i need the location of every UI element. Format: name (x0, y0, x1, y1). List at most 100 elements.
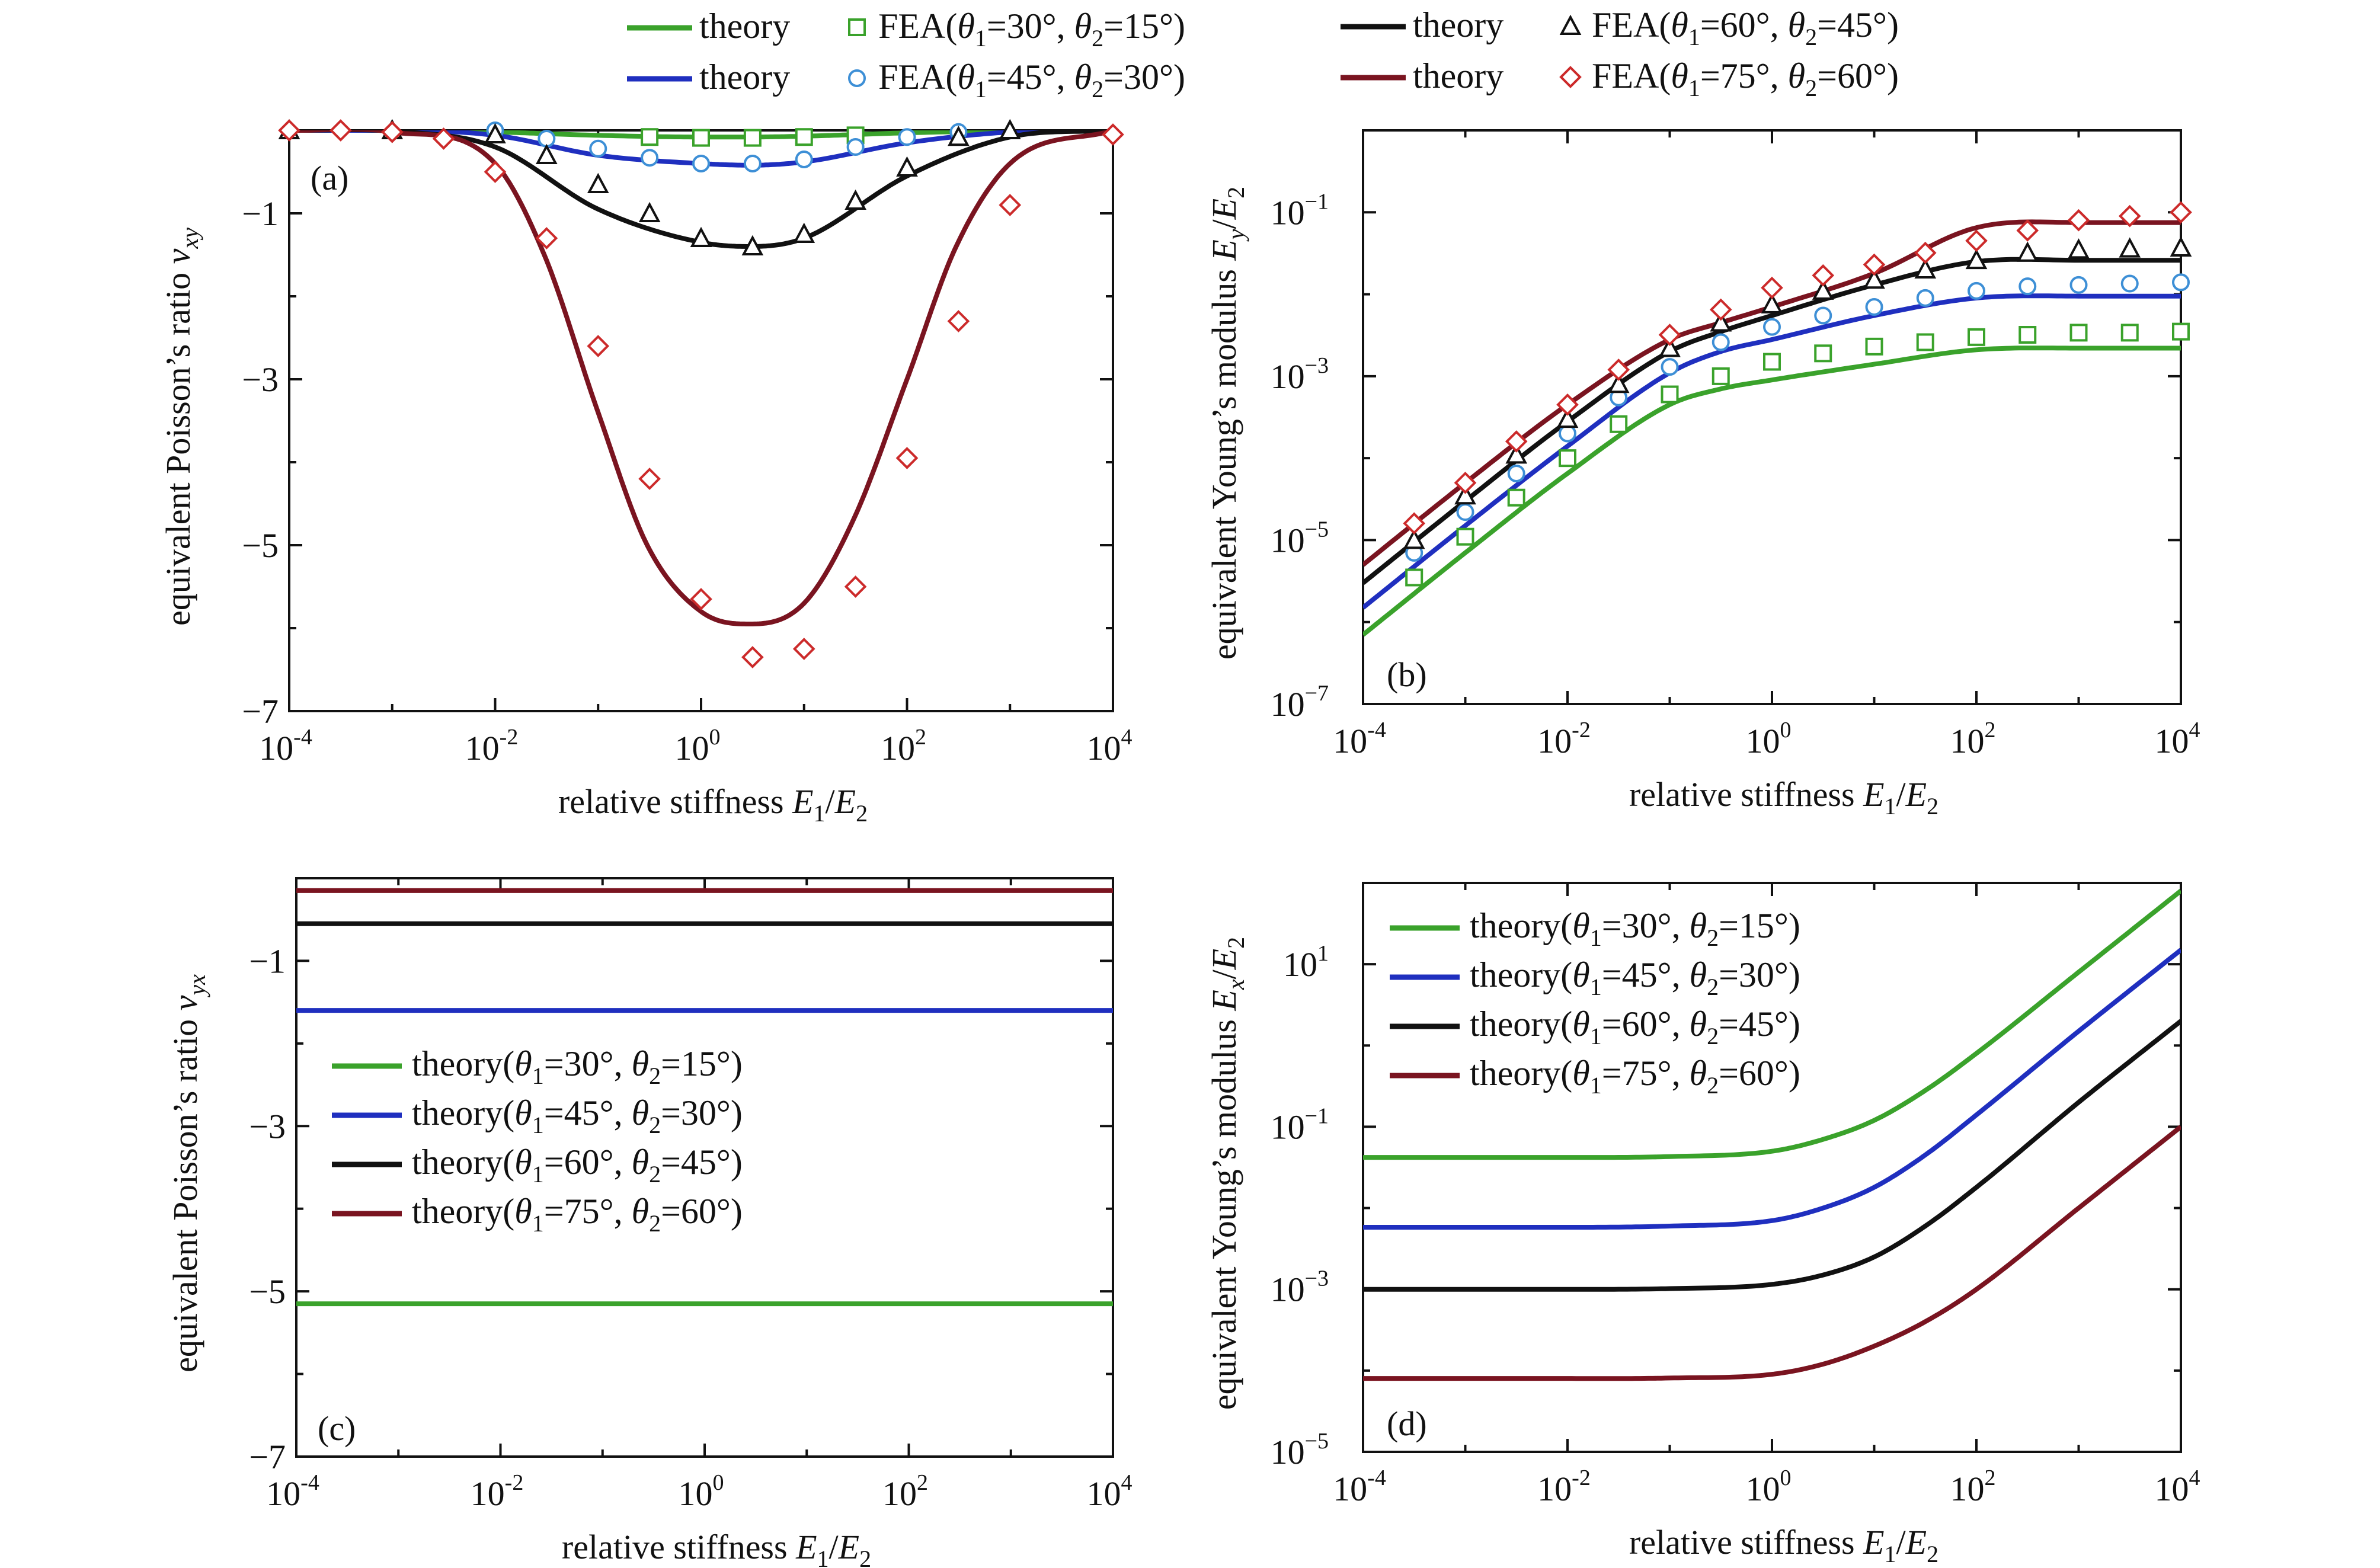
legend-sub: 2 (1707, 974, 1719, 1000)
legend-theta: θ (1690, 1004, 1707, 1044)
legend-sub: 2 (649, 1063, 661, 1089)
top-legend-diamond-marker (1559, 66, 1582, 88)
y-axis-label-sub: 2 (1223, 937, 1249, 949)
tick-base: 10 (1950, 722, 1985, 760)
legend-sub: 1 (1688, 24, 1700, 50)
x-axis-label-var: E (1863, 1523, 1884, 1561)
y-tick-label: 10−1 (1271, 1103, 1329, 1146)
diamond-marker (1761, 276, 1783, 299)
triangle-marker (948, 125, 970, 146)
legend-sub: 1 (1590, 974, 1602, 1000)
legend-label: FEA( (1592, 56, 1671, 95)
legend-theta: θ (957, 57, 974, 97)
tick-base: 10 (882, 1474, 917, 1513)
series-markers (278, 119, 1124, 668)
tick-exponent: -4 (293, 725, 312, 750)
y-axis-label-sub: x (1223, 979, 1249, 990)
legend-angle: =45°) (1817, 5, 1899, 44)
legend-angle: =30°) (1103, 57, 1185, 97)
x-axis-label-text: relative stiffness (1629, 775, 1863, 814)
x-tick-label: 100 (1746, 1465, 1792, 1508)
diamond-marker (1102, 123, 1124, 146)
square-marker (1405, 568, 1423, 587)
diamond-marker (1914, 241, 1937, 264)
triangle-marker (741, 235, 764, 255)
y-tick-label: −7 (249, 1438, 286, 1476)
legend-c-item-text: theory(θ1=45°, θ2=30°) (412, 1093, 743, 1138)
triangle-marker (638, 201, 661, 222)
circle-marker (2120, 274, 2139, 293)
legend-theta: θ (632, 1143, 649, 1182)
legend-label: theory (1470, 1004, 1560, 1044)
triangle-marker (1812, 279, 1834, 300)
diamond-marker (535, 227, 558, 249)
tick-base: 10 (1537, 722, 1572, 760)
top-legend-square-marker (848, 18, 866, 36)
legend-paren: ( (503, 1143, 514, 1182)
x-tick-label: 10-4 (1333, 1465, 1386, 1508)
x-axis-label-var: E (1905, 775, 1927, 814)
series-line (1363, 293, 2181, 610)
square-marker (2172, 322, 2190, 341)
top-legend-fea-text: FEA(θ1=60°, θ2=45°) (1592, 5, 1899, 50)
diamond-marker (844, 575, 867, 598)
y-tick-label: 10−7 (1271, 681, 1329, 724)
legend-sub: 2 (1092, 25, 1103, 52)
legend-theta: θ (1671, 5, 1688, 44)
tick-exponent: 4 (2189, 718, 2200, 743)
tick-exponent: -2 (505, 1470, 524, 1495)
x-axis-label-slash: / (1896, 775, 1906, 814)
tick-exponent: −5 (1305, 517, 1329, 542)
top-legend-theory-text: theory (699, 7, 790, 46)
x-axis-label-sub: 1 (1885, 1541, 1896, 1567)
tick-base: 10 (259, 729, 293, 767)
legend-paren: ( (503, 1192, 514, 1231)
triangle-marker (1607, 373, 1630, 393)
diamond-marker (1965, 229, 1988, 252)
legend-theta: θ (1572, 1004, 1589, 1044)
panel-d: 10-4 10-2 100 102 10410110−110−310−5relative… (1205, 882, 2200, 1567)
square-marker (1712, 367, 1730, 385)
circle-marker (1865, 297, 1883, 316)
tick-base: 10 (1271, 193, 1305, 232)
y-tick-label: 10−1 (1271, 189, 1329, 232)
legend-label: FEA( (878, 7, 957, 46)
legend-sub: 2 (1707, 1072, 1719, 1099)
legend-angle: =60°) (661, 1192, 743, 1231)
circle-marker (589, 139, 607, 158)
circle-marker (1916, 289, 1934, 307)
legend-c-item-text: theory(θ1=30°, θ2=15°) (412, 1044, 743, 1089)
y-tick-label: 10−5 (1271, 1429, 1329, 1471)
tick-exponent: 0 (709, 725, 721, 750)
top-legend-fea-text: FEA(θ1=75°, θ2=60°) (1592, 56, 1899, 101)
diamond-marker (380, 120, 404, 143)
diamond-marker (1658, 324, 1681, 346)
top-legend-theory-text: theory (699, 57, 790, 97)
diamond-marker (1505, 430, 1528, 453)
tick-base: 10 (1950, 1470, 1985, 1508)
legend-paren: ( (1560, 1054, 1572, 1093)
legend-angle: =45°, (1602, 955, 1690, 994)
x-axis-label-slash: / (829, 1528, 839, 1566)
x-tick-label: 10-2 (1537, 718, 1591, 760)
triangle-marker (793, 222, 815, 243)
x-tick-label: 104 (2155, 1465, 2200, 1508)
x-axis-label-var: E (1905, 1523, 1927, 1561)
x-tick-label: 100 (1746, 718, 1792, 760)
y-tick-label: 10−5 (1271, 517, 1329, 559)
legend-angle: =45°, (987, 57, 1074, 97)
y-axis-label-text: equivalent Poisson’s ratio (166, 1010, 204, 1372)
x-axis-label-sub: 2 (1927, 793, 1938, 820)
triangle-marker (1965, 248, 1988, 270)
panel-label: (a) (311, 159, 348, 197)
y-axis-label: equivalent Young’s modulus Ey/E2 (1205, 187, 1249, 660)
tick-exponent: −3 (1305, 1266, 1329, 1291)
legend-paren: ( (1560, 906, 1572, 945)
diamond-marker (2170, 201, 2192, 224)
tick-exponent: 4 (1121, 1470, 1133, 1495)
x-axis-label-sub: 1 (817, 1545, 829, 1568)
legend-angle: =30°, (544, 1044, 632, 1083)
legend-sub: 1 (532, 1161, 544, 1188)
diamond-marker (999, 194, 1022, 216)
